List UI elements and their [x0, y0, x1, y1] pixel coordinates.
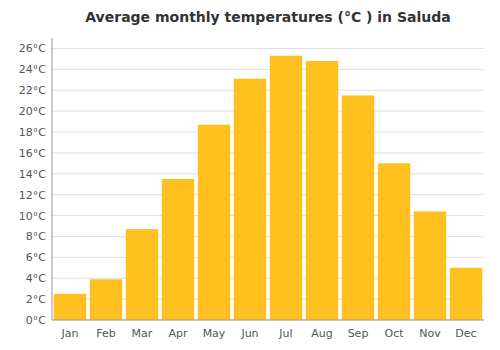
y-tick-label: 16°C [19, 147, 46, 160]
y-tick-label: 2°C [26, 293, 46, 306]
y-tick-label: 0°C [26, 314, 46, 327]
x-tick-label: Jan [61, 327, 79, 340]
x-tick-label: Aug [311, 327, 332, 340]
grid-line [52, 152, 484, 153]
x-tick-label: Oct [384, 327, 404, 340]
y-tick-label: 26°C [19, 42, 46, 55]
bar [90, 279, 122, 320]
bar [306, 61, 338, 320]
x-tick-label: Dec [455, 327, 476, 340]
y-tick-label: 24°C [19, 63, 46, 76]
grid-line [52, 48, 484, 49]
y-tick-label: 20°C [19, 105, 46, 118]
y-tick-label: 18°C [19, 126, 46, 139]
bar [198, 125, 230, 320]
chart-container: Average monthly temperatures (°C ) in Sa… [0, 0, 500, 350]
y-axis-line [52, 38, 53, 320]
x-tick-label: Jul [278, 327, 292, 340]
bar [126, 229, 158, 320]
grid-line [52, 111, 484, 112]
bar [270, 56, 302, 320]
x-tick-label: Sep [348, 327, 369, 340]
x-tick-label: Jun [240, 327, 258, 340]
y-tick-label: 8°C [26, 230, 46, 243]
x-axis-line [52, 320, 484, 321]
bar [162, 179, 194, 320]
bar [234, 79, 266, 320]
x-tick-label: Mar [132, 327, 153, 340]
bar [378, 163, 410, 320]
y-tick-label: 22°C [19, 84, 46, 97]
x-axis: Jan Feb Mar Apr May Jun Jul Aug Sep Oct Nov Dec [61, 327, 477, 340]
y-axis: 0°C 2°C 4°C 6°C 8°C 10°C 12°C 14°C 16°C 18°C 20°C 2… [19, 42, 484, 327]
chart-svg: Average monthly temperatures (°C ) in Sa… [0, 0, 500, 350]
grid-line [52, 320, 484, 321]
grid-line [52, 132, 484, 133]
bars [54, 56, 482, 320]
grid-line [52, 90, 484, 91]
x-tick-label: May [203, 327, 226, 340]
x-tick-label: Feb [96, 327, 115, 340]
bar [342, 95, 374, 320]
chart-title: Average monthly temperatures (°C ) in Sa… [85, 9, 450, 25]
y-tick-label: 6°C [26, 251, 46, 264]
y-tick-label: 14°C [19, 168, 46, 181]
y-tick-label: 10°C [19, 210, 46, 223]
grid-line [52, 194, 484, 195]
x-tick-label: Apr [168, 327, 188, 340]
grid-line [52, 69, 484, 70]
bar [54, 294, 86, 320]
grid-line [52, 173, 484, 174]
x-tick-label: Nov [419, 327, 441, 340]
y-tick-label: 4°C [26, 272, 46, 285]
bar [450, 268, 482, 320]
y-tick-label: 12°C [19, 189, 46, 202]
bar [414, 211, 446, 320]
